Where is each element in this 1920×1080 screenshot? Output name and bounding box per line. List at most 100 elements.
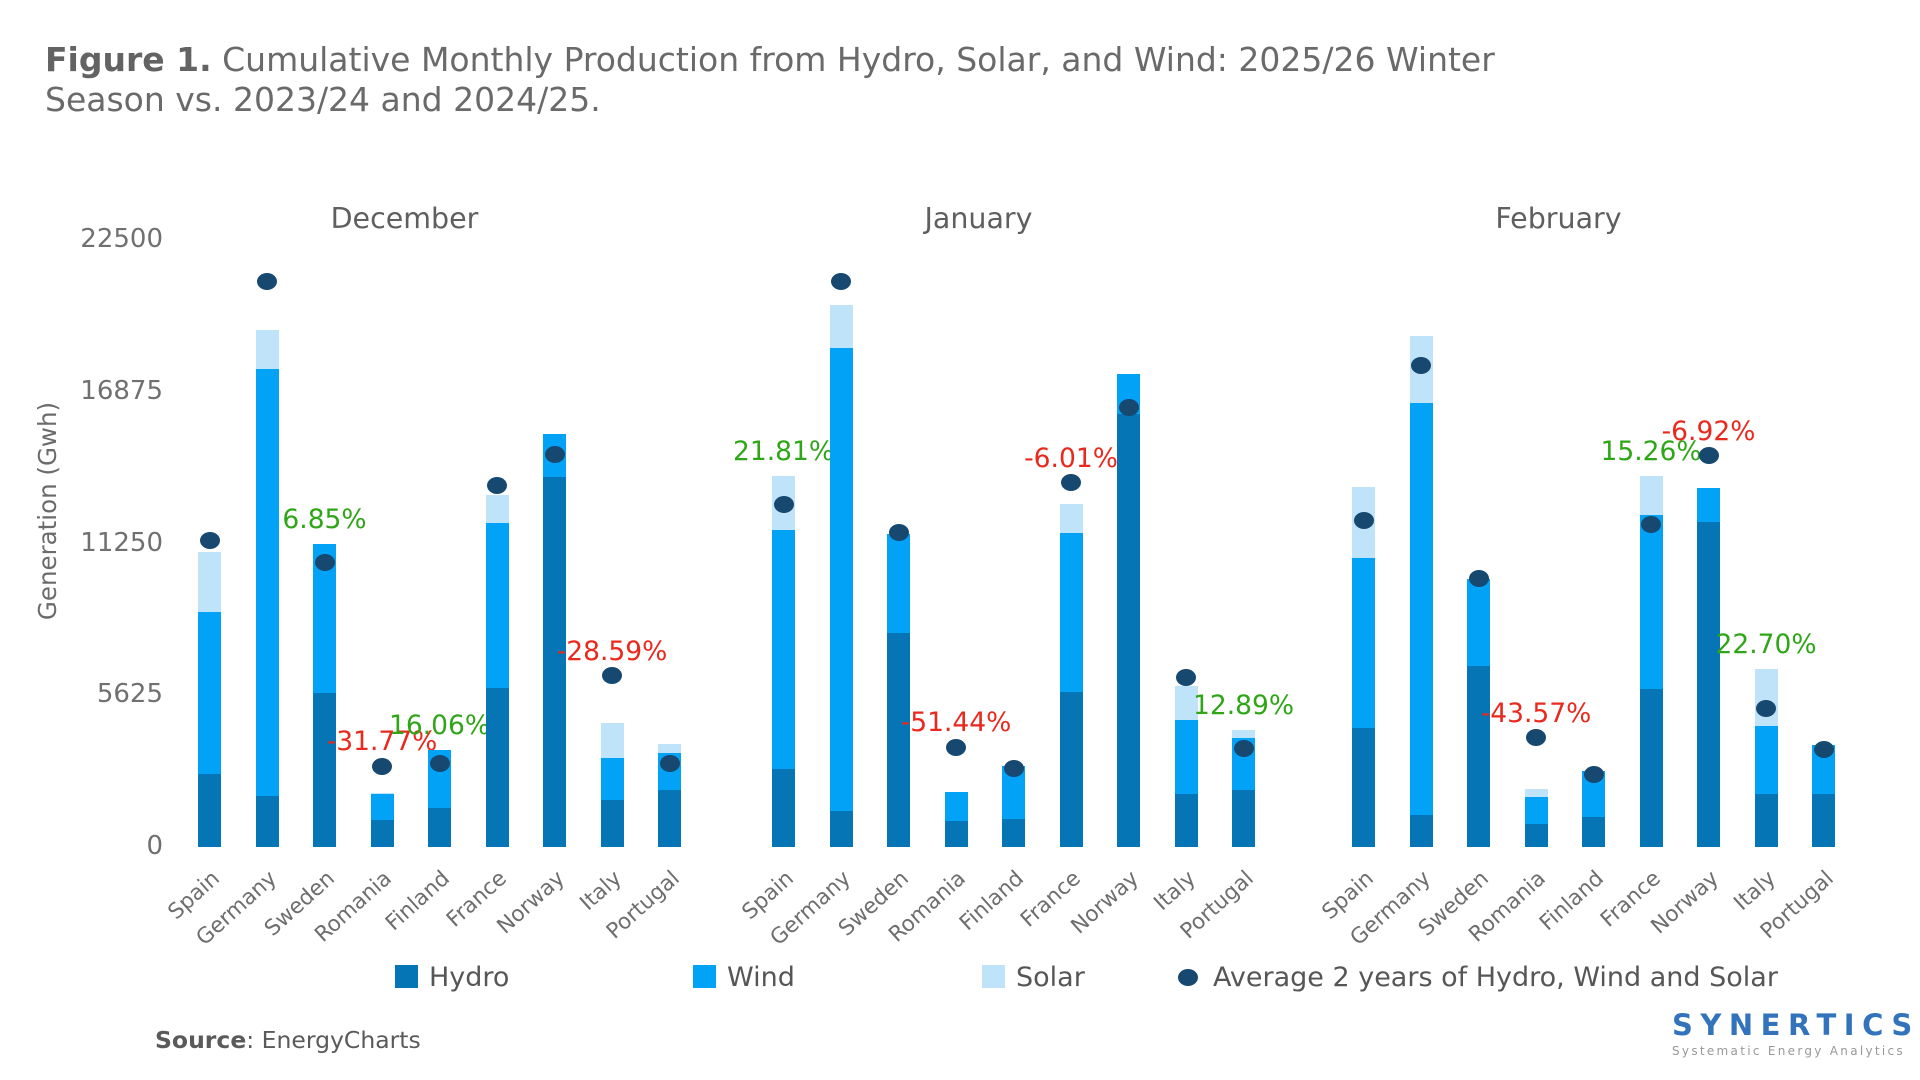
bar-segment-hydro-france (1059, 691, 1083, 847)
figure-title-text: Cumulative Monthly Production from Hydro… (45, 40, 1495, 120)
average-dot-norway (1698, 447, 1719, 465)
average-dot-finland (429, 754, 450, 772)
bar-segment-wind-sweden (1467, 578, 1490, 667)
pct-change-label-italy: -28.59% (556, 635, 668, 667)
y-axis-tick-label: 22500 (80, 224, 163, 254)
legend-swatch-hydro (395, 965, 418, 988)
bar-segment-hydro-spain (198, 774, 221, 847)
pct-change-label-portugal: 12.89% (1192, 689, 1295, 721)
bar-segment-wind-italy (1754, 725, 1778, 795)
bar-segment-wind-germany (1409, 403, 1433, 815)
average-dot-romania (946, 738, 966, 756)
average-dot-romania (372, 757, 392, 775)
average-dot-norway (544, 445, 565, 463)
average-dot-italy (1176, 668, 1196, 686)
bar-segment-wind-finland (1002, 766, 1025, 819)
bar-segment-solar-romania (1524, 788, 1548, 798)
average-dot-spain (199, 532, 220, 550)
bar-segment-hydro-portugal (1232, 790, 1255, 847)
y-axis-tick-label: 16875 (80, 375, 163, 406)
legend-label-solar: Solar (1016, 962, 1085, 993)
pct-change-label-romania: -31.77% (326, 726, 438, 758)
bar-segment-wind-france (1059, 532, 1083, 692)
figure-title: Figure 1. Cumulative Monthly Production … (45, 40, 1545, 121)
y-axis-tick-label: 5625 (96, 679, 163, 710)
bar-segment-hydro-france (1639, 689, 1663, 847)
bar-segment-solar-france (1639, 476, 1663, 516)
average-dot-sweden (314, 553, 335, 571)
bar-segment-wind-norway (1697, 488, 1720, 522)
bar-segment-hydro-germany (1409, 814, 1433, 847)
bar-segment-hydro-sweden (887, 632, 910, 847)
bar-segment-wind-romania (370, 794, 394, 821)
bar-segment-hydro-germany (255, 795, 279, 847)
bar-segment-solar-italy (1174, 686, 1198, 721)
average-dot-sweden (888, 524, 909, 542)
legend-average-dot-icon (1178, 969, 1198, 986)
bar-segment-hydro-france (485, 687, 509, 847)
bar-segment-hydro-germany (829, 810, 853, 847)
bar-segment-hydro-italy (1754, 794, 1778, 847)
average-dot-italy (602, 667, 622, 685)
average-dot-italy (1756, 699, 1776, 717)
average-dot-germany (1411, 356, 1431, 374)
average-dot-spain (773, 495, 794, 513)
bar-segment-hydro-finland (1582, 817, 1605, 847)
bar-segment-wind-sweden (313, 543, 336, 694)
source-note: Source: EnergyCharts (155, 1026, 421, 1054)
pct-change-label-italy: 22.70% (1715, 628, 1817, 660)
average-dot-portugal (659, 754, 680, 772)
panel-title-december: December (330, 202, 479, 235)
bar-segment-wind-spain (772, 530, 795, 769)
pct-change-label-france: -6.01% (1024, 442, 1118, 474)
bar-segment-wind-finland (1582, 771, 1605, 818)
bar-segment-hydro-portugal (1812, 794, 1835, 847)
bar-segment-hydro-italy (600, 800, 624, 847)
average-dot-france (1061, 474, 1081, 492)
bar-segment-wind-romania (944, 791, 968, 822)
bar-segment-solar-portugal (1232, 729, 1255, 738)
bar-segment-hydro-norway (1697, 521, 1720, 847)
y-axis-tick-label: 0 (146, 831, 163, 861)
bar-segment-solar-romania (370, 793, 394, 795)
bar-segment-hydro-norway (1117, 414, 1140, 847)
pct-change-label-romania: -43.57% (1480, 697, 1592, 729)
bar-segment-solar-italy (600, 723, 624, 759)
pct-change-label-sweden: 6.85% (282, 503, 367, 535)
bar-segment-wind-italy (600, 758, 624, 801)
bar-segment-wind-italy (1174, 720, 1198, 795)
legend-label-hydro: Hydro (429, 962, 510, 993)
bar-segment-hydro-portugal (658, 790, 681, 847)
bar-segment-hydro-romania (944, 821, 968, 847)
bar-segment-hydro-finland (1002, 818, 1025, 847)
average-dot-france (487, 476, 507, 494)
bar-segment-wind-portugal (1812, 745, 1835, 795)
average-dot-finland (1583, 765, 1604, 783)
figure-title-prefix: Figure 1. (45, 40, 212, 79)
pct-change-label-norway: -6.92% (1661, 415, 1756, 447)
bar-segment-wind-sweden (887, 534, 910, 633)
average-dot-norway (1118, 398, 1139, 416)
pct-change-label-spain: 21.81% (732, 436, 835, 468)
bar-segment-solar-spain (198, 551, 221, 613)
legend-swatch-wind (693, 965, 716, 988)
logo-name: SYNERTICS (1672, 1008, 1920, 1042)
bar-segment-solar-france (485, 494, 509, 524)
bar-segment-wind-romania (1524, 797, 1548, 824)
average-dot-romania (1526, 729, 1546, 747)
bar-segment-solar-france (1059, 504, 1083, 533)
bar-segment-wind-germany (829, 347, 853, 811)
bar-segment-wind-spain (198, 612, 221, 775)
bar-segment-solar-portugal (658, 744, 681, 754)
average-dot-spain (1353, 512, 1374, 530)
average-dot-finland (1003, 760, 1024, 778)
legend-swatch-solar (982, 965, 1005, 988)
legend-label-average: Average 2 years of Hydro, Wind and Solar (1213, 962, 1778, 993)
bar-segment-hydro-spain (1352, 728, 1375, 847)
logo-tagline: Systematic Energy Analytics (1672, 1044, 1905, 1058)
legend-label-wind: Wind (727, 962, 795, 993)
y-axis-tick-label: 11250 (80, 527, 163, 558)
pct-change-label-france: 15.26% (1600, 436, 1702, 468)
synertics-logo: SYNERTICS Systematic Energy Analytics (1672, 1008, 1920, 1058)
bar-segment-hydro-finland (428, 807, 451, 847)
